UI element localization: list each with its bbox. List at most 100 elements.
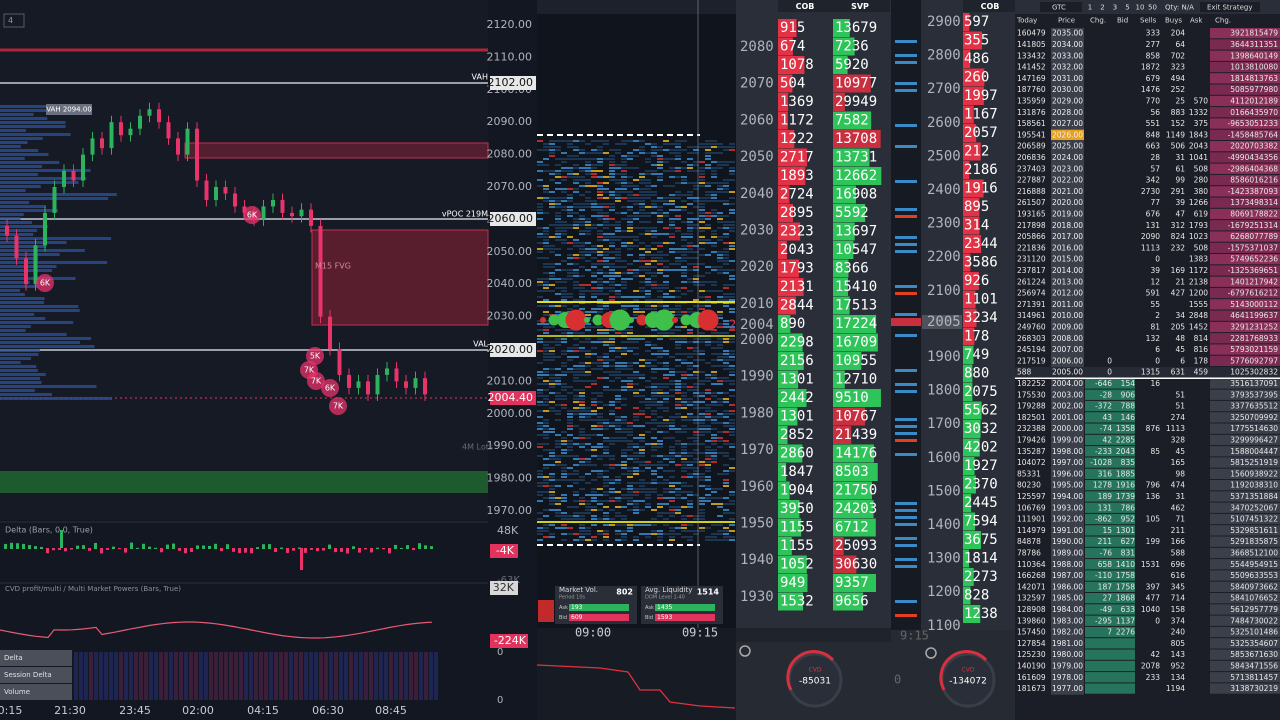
liquidity-tick	[895, 145, 917, 148]
stats-ask: 193	[571, 604, 583, 611]
heatmap-cell	[669, 263, 675, 265]
heatmap-cell	[621, 164, 627, 166]
heatmap-cell	[681, 398, 687, 400]
heatmap-cell	[723, 422, 729, 424]
dom-cell: 2285	[1116, 435, 1135, 444]
dom-cell: -372	[1095, 402, 1112, 411]
heatmap-cell	[645, 422, 651, 424]
heatmap-cell	[675, 401, 681, 403]
heatmap-cell	[555, 515, 561, 517]
heatmap-cell	[555, 497, 561, 499]
heatmap-cell	[549, 509, 555, 511]
heatmap-cell	[579, 461, 585, 463]
heatmap-cell	[591, 272, 597, 274]
dom-cell: 2090	[1141, 232, 1160, 241]
heatmap-cell	[657, 401, 663, 403]
dom-cell: 805	[1171, 639, 1186, 648]
heatmap-cell	[639, 290, 645, 292]
price-tick-label: 2030.00	[487, 310, 533, 323]
heatmap-cell	[669, 197, 675, 199]
heatmap-cell	[633, 140, 639, 142]
histogram-cell	[204, 652, 208, 700]
heatmap-cell	[711, 347, 717, 349]
cob-bar	[778, 130, 795, 148]
vol-indicator	[538, 600, 554, 622]
cob-bar	[963, 346, 974, 364]
heatmap-cell	[669, 452, 675, 454]
heatmap-cell	[651, 281, 657, 283]
heatmap-cell	[669, 149, 675, 151]
heatmap-cell	[537, 218, 543, 220]
heatmap-cell	[579, 158, 585, 160]
svp-bar	[833, 204, 866, 222]
heatmap-cell	[651, 422, 657, 424]
heatmap-cell	[585, 254, 591, 256]
heatmap-cell	[591, 398, 597, 400]
dom-cell: 15	[1102, 526, 1112, 535]
heatmap-cell	[687, 461, 693, 463]
svp-value: 7582	[835, 113, 869, 129]
heatmap-cell	[603, 212, 609, 214]
heatmap-cell	[603, 233, 609, 235]
heatmap-cell	[717, 398, 723, 400]
heatmap-cell	[567, 275, 573, 277]
svp-bar	[833, 352, 862, 370]
heatmap-cell	[615, 530, 621, 532]
heatmap-cell	[645, 404, 651, 406]
strategy-select[interactable]	[1200, 2, 1260, 12]
heatmap-cell	[543, 311, 549, 313]
heatmap-cell	[585, 482, 591, 484]
heatmap-cell	[555, 212, 561, 214]
heatmap-cell	[687, 164, 693, 166]
heatmap-cell	[675, 365, 681, 367]
heatmap-cell	[693, 278, 699, 280]
heatmap-cell	[699, 281, 705, 283]
heatmap-cell	[645, 227, 651, 229]
heatmap-cell	[537, 476, 543, 478]
tif-select[interactable]	[1040, 2, 1082, 12]
dom-cell: 179288	[1017, 402, 1046, 411]
heatmap-cell	[729, 458, 735, 460]
heatmap-cell	[717, 380, 723, 382]
heatmap-cell	[723, 323, 729, 325]
heatmap-cell	[573, 389, 579, 391]
heatmap-cell	[729, 221, 735, 223]
heatmap-cell	[591, 281, 597, 283]
dom-cell: 189	[1098, 492, 1113, 501]
heatmap-cell	[579, 512, 585, 514]
cob-bar	[778, 19, 797, 37]
heatmap-cell	[555, 227, 561, 229]
heatmap-cell	[597, 299, 603, 301]
heatmap-cell	[561, 260, 567, 262]
heatmap-cell	[723, 392, 729, 394]
heatmap-cell	[639, 446, 645, 448]
heatmap-cell	[543, 350, 549, 352]
heatmap-cell	[729, 161, 735, 163]
heatmap-cell	[543, 314, 549, 316]
heatmap-cell	[669, 248, 675, 250]
heatmap-cell	[555, 305, 561, 307]
heatmap-cell	[585, 539, 591, 541]
dom-cell: 217898	[1017, 221, 1046, 230]
settings-icon[interactable]	[739, 645, 751, 657]
dom-cell: 6	[1180, 356, 1185, 365]
stats-bid: 609	[571, 614, 583, 621]
heatmap-cell	[597, 341, 603, 343]
heatmap-cell	[717, 344, 723, 346]
dom-cell: 906	[1121, 390, 1136, 399]
heatmap-cell	[561, 533, 567, 535]
settings-icon[interactable]	[925, 647, 937, 659]
delta-title: Delta (Bars, 0.0, True)	[5, 526, 93, 535]
heatmap-cell	[597, 332, 603, 334]
cob-bar	[778, 407, 798, 426]
cob-value: 1369	[780, 94, 814, 110]
price-tick-label: 2090.00	[487, 115, 533, 128]
dom-cell: 2007.00	[1052, 345, 1083, 354]
heatmap-cell	[657, 533, 663, 535]
heatmap-cell	[651, 284, 657, 286]
heatmap-cell	[555, 479, 561, 481]
heatmap-cell	[699, 176, 705, 178]
heatmap-cell	[711, 290, 717, 292]
heatmap-cell	[687, 416, 693, 418]
delta-bar	[352, 546, 355, 549]
